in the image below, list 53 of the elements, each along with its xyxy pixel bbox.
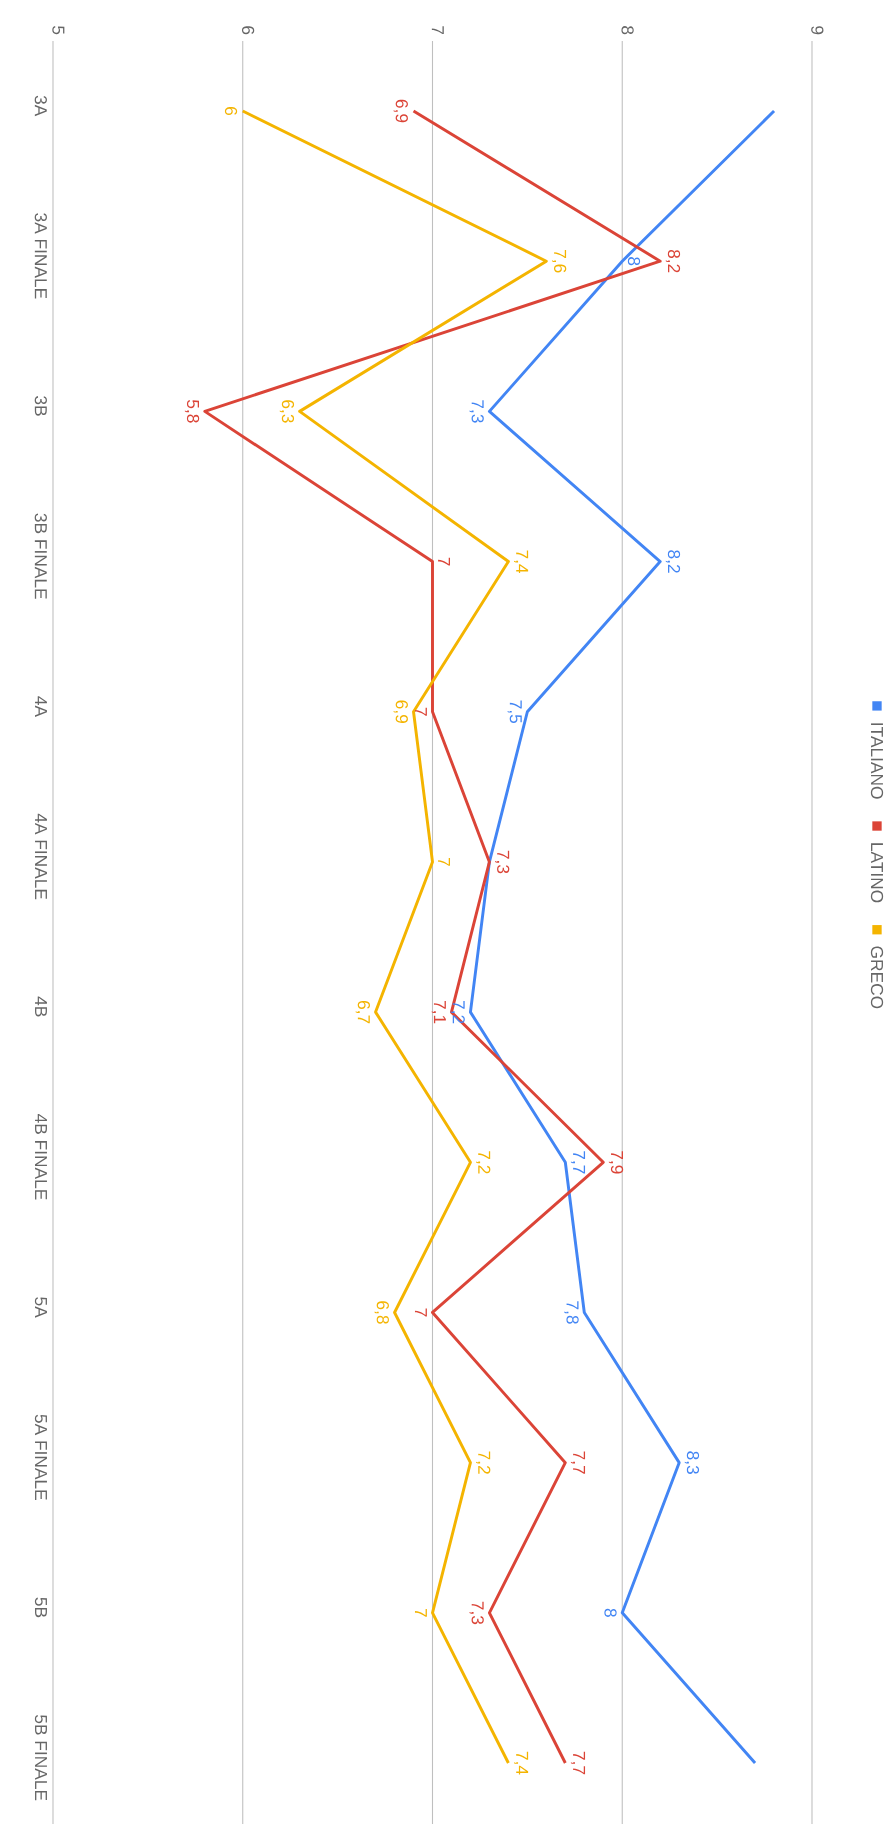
data-label: 7: [438, 858, 451, 866]
x-tick-label: 7: [431, 26, 444, 35]
data-label: 7,7: [570, 1751, 586, 1775]
x-tick-label: 9: [811, 26, 824, 35]
data-label: 7,4: [513, 550, 529, 574]
data-label: 7,3: [469, 1601, 484, 1625]
y-tick-label: 3B: [34, 396, 47, 416]
y-tick-label: 4A: [35, 696, 47, 717]
data-label: 8,2: [665, 550, 681, 573]
data-label: 7: [414, 707, 427, 716]
data-label: 7,6: [551, 250, 567, 273]
data-label: 6,3: [279, 400, 295, 423]
y-tick-label: 3A FINALE: [34, 213, 47, 299]
data-label: 7,3: [495, 850, 510, 874]
data-label: 7: [414, 1308, 427, 1317]
y-tick-label: 5A: [34, 1297, 47, 1318]
legend-label: GRECO: [870, 946, 884, 1009]
data-label: 7,2: [450, 1000, 465, 1024]
data-label: 8,2: [665, 249, 681, 273]
data-label: 7,4: [513, 1751, 529, 1775]
x-tick-label: 8: [621, 26, 634, 35]
data-label: 7,5: [507, 700, 522, 724]
data-label: 8: [604, 1608, 617, 1617]
y-tick-label: 4B FINALE: [35, 1114, 47, 1200]
y-tick-label: 3B FINALE: [34, 513, 47, 599]
data-label: 7,9: [608, 1151, 624, 1174]
data-label: 8: [627, 257, 641, 266]
data-label: 7,7: [570, 1451, 586, 1474]
x-tick-label: 5: [52, 26, 65, 35]
y-tick-label: 5B FINALE: [34, 1715, 47, 1801]
legend-label: LATINO: [870, 843, 884, 903]
data-label: 6: [224, 107, 238, 116]
legend-label: ITALIANO: [870, 723, 884, 799]
data-label: 6,9: [393, 99, 408, 123]
y-tick-label: 4B: [35, 996, 47, 1017]
data-label: 7,2: [476, 1151, 491, 1174]
data-label: 6,9: [393, 700, 408, 723]
data-label: 7,7: [570, 1151, 586, 1174]
data-label: 7: [414, 1608, 427, 1617]
y-tick-label: 5A FINALE: [34, 1414, 47, 1500]
y-tick-label: 3A: [34, 95, 47, 117]
data-label: 6,8: [374, 1301, 389, 1324]
y-tick-label: 5B: [34, 1597, 47, 1618]
data-label: 7: [438, 557, 451, 566]
data-label: 7,8: [564, 1301, 579, 1324]
data-label: 6,7: [355, 1000, 370, 1024]
x-tick-label: 6: [241, 26, 255, 35]
data-label: 7,3: [469, 400, 484, 423]
data-label: 7,1: [431, 1000, 446, 1024]
y-tick-label: 4A FINALE: [35, 813, 47, 900]
data-label: 8,3: [684, 1451, 700, 1474]
data-label: 7,2: [476, 1451, 491, 1474]
data-label: 5,8: [184, 400, 200, 423]
